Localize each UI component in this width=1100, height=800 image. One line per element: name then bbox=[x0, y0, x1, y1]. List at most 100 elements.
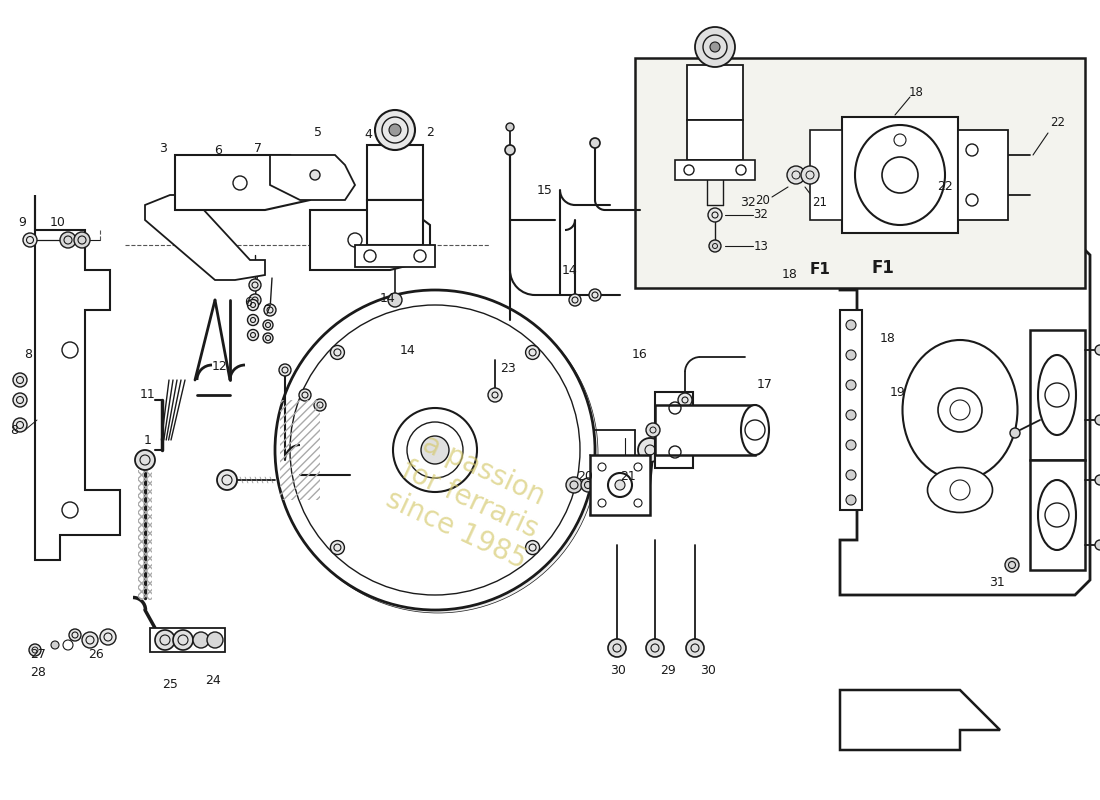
Text: 14: 14 bbox=[381, 291, 396, 305]
Text: 1: 1 bbox=[144, 434, 152, 446]
Circle shape bbox=[74, 232, 90, 248]
Bar bbox=[355, 245, 434, 267]
Circle shape bbox=[646, 639, 664, 657]
Ellipse shape bbox=[855, 125, 945, 225]
Circle shape bbox=[249, 279, 261, 291]
Circle shape bbox=[1094, 345, 1100, 355]
Text: 6: 6 bbox=[244, 297, 252, 310]
Bar bbox=[150, 628, 226, 652]
Ellipse shape bbox=[741, 405, 769, 455]
Text: 20: 20 bbox=[756, 194, 770, 207]
Text: 7: 7 bbox=[254, 142, 262, 154]
Circle shape bbox=[155, 630, 175, 650]
Circle shape bbox=[1005, 558, 1019, 572]
Circle shape bbox=[263, 333, 273, 343]
Text: 16: 16 bbox=[632, 349, 648, 362]
Bar bbox=[635, 58, 1085, 288]
Text: 27: 27 bbox=[30, 649, 46, 662]
Circle shape bbox=[192, 632, 209, 648]
Circle shape bbox=[13, 418, 28, 432]
Text: 32: 32 bbox=[740, 195, 756, 209]
Bar bbox=[810, 130, 842, 220]
Circle shape bbox=[846, 470, 856, 480]
Circle shape bbox=[566, 477, 582, 493]
Bar bbox=[688, 120, 742, 160]
Text: 24: 24 bbox=[205, 674, 221, 686]
Bar bbox=[590, 455, 650, 515]
Circle shape bbox=[100, 629, 116, 645]
Bar bbox=[675, 160, 755, 180]
Text: 17: 17 bbox=[757, 378, 773, 391]
Circle shape bbox=[608, 639, 626, 657]
Text: 21: 21 bbox=[620, 470, 636, 483]
Text: 18: 18 bbox=[909, 86, 923, 98]
Circle shape bbox=[846, 350, 856, 360]
Circle shape bbox=[846, 320, 856, 330]
Circle shape bbox=[264, 304, 276, 316]
Text: 26: 26 bbox=[88, 649, 103, 662]
Circle shape bbox=[678, 393, 692, 407]
Circle shape bbox=[248, 314, 258, 326]
Text: 19: 19 bbox=[890, 386, 906, 399]
Circle shape bbox=[1010, 428, 1020, 438]
Circle shape bbox=[615, 480, 625, 490]
Circle shape bbox=[846, 440, 856, 450]
Text: 18: 18 bbox=[782, 269, 797, 282]
Text: 15: 15 bbox=[537, 183, 553, 197]
Circle shape bbox=[1094, 540, 1100, 550]
Circle shape bbox=[248, 330, 258, 341]
Circle shape bbox=[1094, 475, 1100, 485]
Polygon shape bbox=[270, 155, 355, 200]
Bar bbox=[654, 392, 693, 468]
Bar bbox=[367, 200, 424, 245]
Circle shape bbox=[646, 423, 660, 437]
Circle shape bbox=[29, 644, 41, 656]
Text: 30: 30 bbox=[700, 663, 716, 677]
Circle shape bbox=[488, 388, 502, 402]
Bar bbox=[1030, 330, 1085, 460]
Circle shape bbox=[207, 632, 223, 648]
Text: 12: 12 bbox=[212, 361, 228, 374]
Bar bbox=[367, 145, 424, 200]
Text: 13: 13 bbox=[754, 239, 769, 253]
Circle shape bbox=[23, 233, 37, 247]
Circle shape bbox=[638, 438, 662, 462]
Bar bbox=[654, 405, 755, 455]
Bar bbox=[138, 470, 152, 600]
Circle shape bbox=[846, 495, 856, 505]
Circle shape bbox=[846, 410, 856, 420]
Circle shape bbox=[249, 294, 261, 306]
Polygon shape bbox=[145, 195, 265, 280]
Text: 3: 3 bbox=[160, 142, 167, 154]
Circle shape bbox=[310, 170, 320, 180]
Ellipse shape bbox=[1038, 480, 1076, 550]
Circle shape bbox=[581, 478, 595, 492]
Circle shape bbox=[299, 389, 311, 401]
Circle shape bbox=[846, 380, 856, 390]
Circle shape bbox=[135, 450, 155, 470]
Circle shape bbox=[248, 299, 258, 310]
Circle shape bbox=[275, 290, 595, 610]
Circle shape bbox=[1094, 415, 1100, 425]
Circle shape bbox=[263, 320, 273, 330]
Circle shape bbox=[506, 123, 514, 131]
Circle shape bbox=[330, 541, 344, 554]
Text: 20: 20 bbox=[578, 470, 593, 483]
Circle shape bbox=[710, 240, 720, 252]
Polygon shape bbox=[840, 240, 1090, 595]
Ellipse shape bbox=[902, 340, 1018, 480]
Polygon shape bbox=[175, 155, 310, 210]
Circle shape bbox=[505, 145, 515, 155]
Circle shape bbox=[51, 641, 59, 649]
Polygon shape bbox=[310, 210, 430, 270]
Bar bbox=[842, 117, 958, 233]
Circle shape bbox=[82, 632, 98, 648]
Text: 32: 32 bbox=[754, 209, 769, 222]
Text: 22: 22 bbox=[1050, 117, 1066, 130]
Circle shape bbox=[708, 208, 722, 222]
Circle shape bbox=[686, 639, 704, 657]
Text: 8: 8 bbox=[10, 423, 18, 437]
Bar bbox=[958, 130, 1008, 220]
Text: 31: 31 bbox=[989, 575, 1005, 589]
Circle shape bbox=[526, 346, 540, 359]
